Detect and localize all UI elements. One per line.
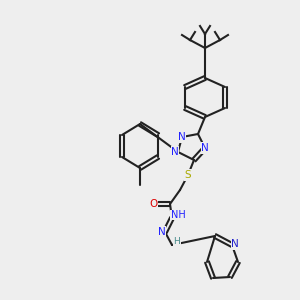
Text: N: N	[201, 143, 209, 153]
Text: O: O	[149, 199, 157, 209]
Text: NH: NH	[171, 210, 185, 220]
Text: N: N	[158, 227, 166, 237]
Text: H: H	[174, 238, 180, 247]
Text: S: S	[185, 170, 191, 180]
Text: N: N	[171, 147, 179, 157]
Text: N: N	[178, 132, 186, 142]
Text: N: N	[231, 239, 239, 249]
